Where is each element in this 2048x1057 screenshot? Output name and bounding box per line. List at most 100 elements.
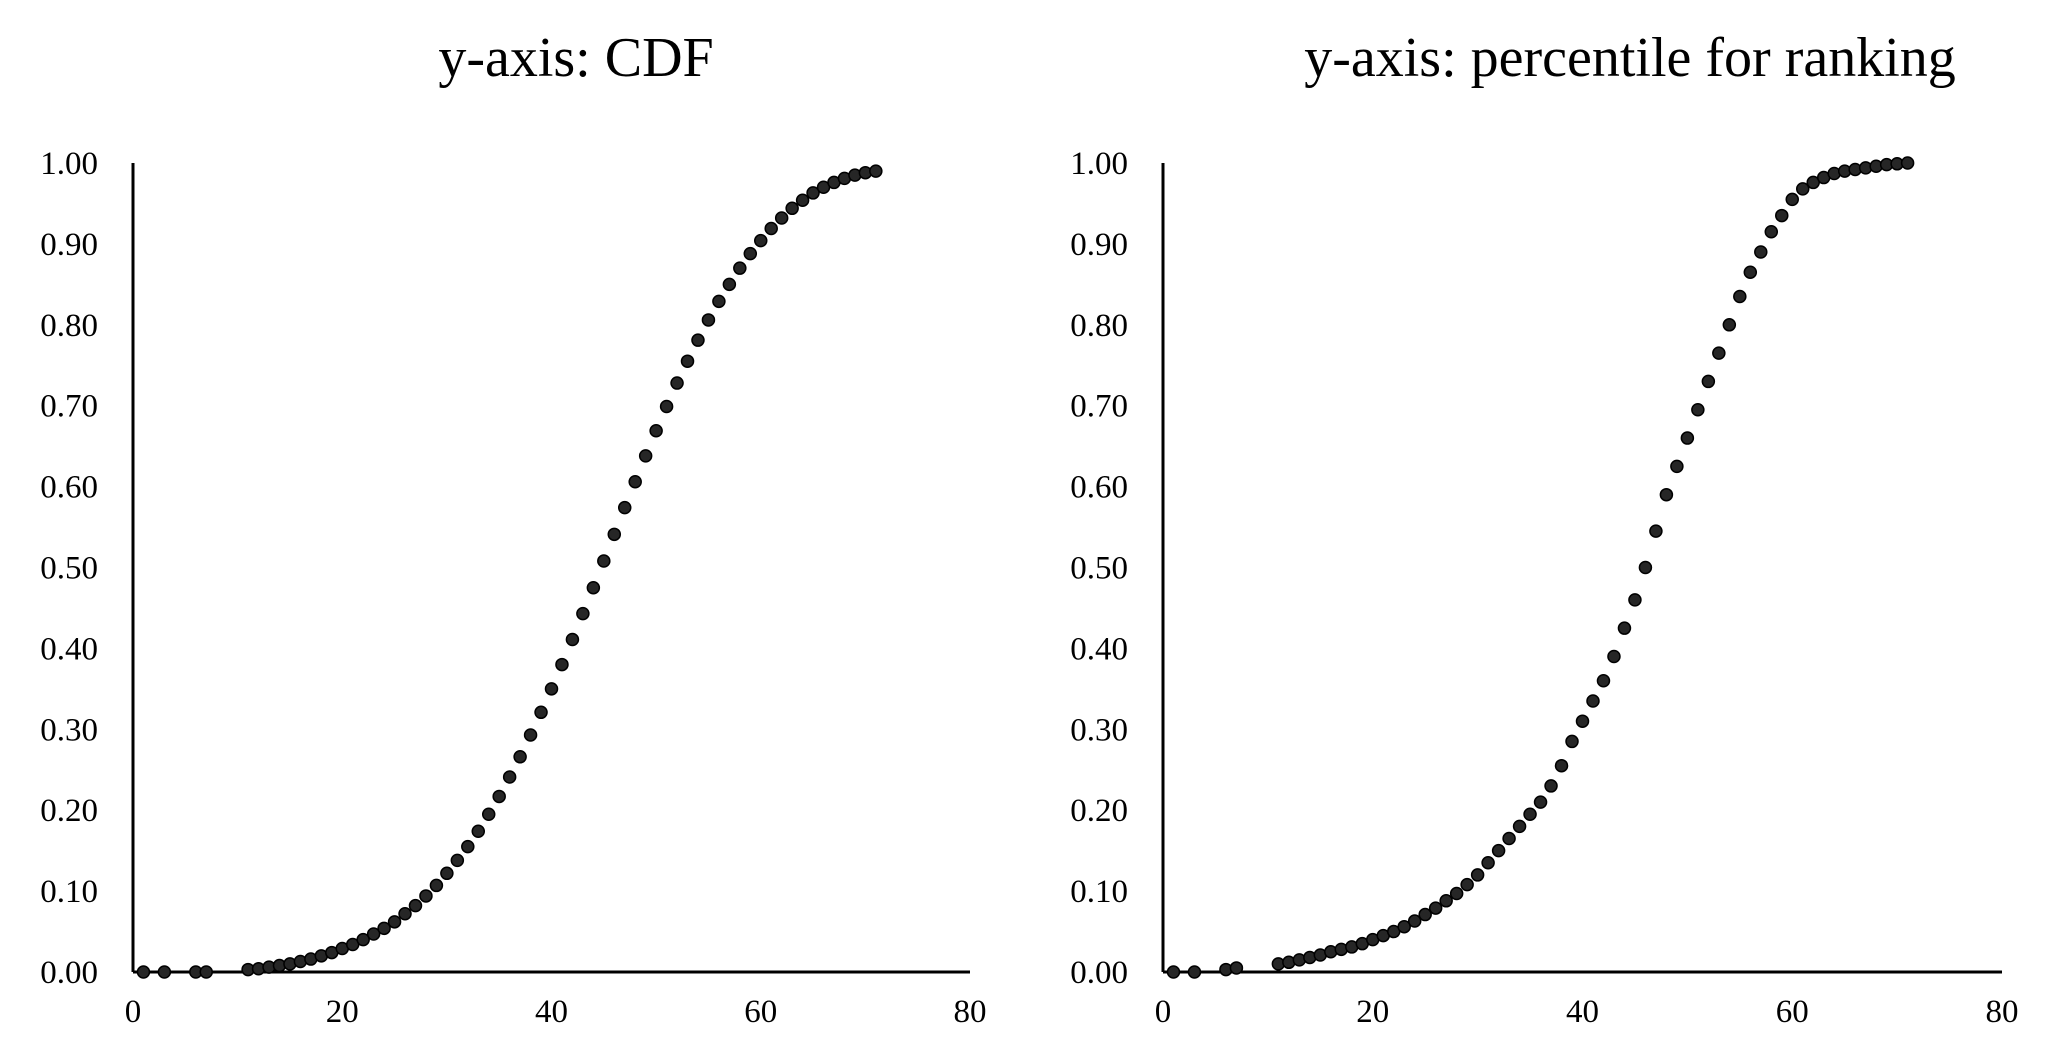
- data-point: [157, 965, 172, 979]
- x-tick-label-cdf: 0: [125, 994, 142, 1030]
- data-point: [680, 354, 695, 368]
- data-point: [806, 186, 820, 200]
- y-tick-label-cdf: 0.90: [40, 227, 98, 263]
- data-point: [481, 807, 496, 821]
- y-tick-label-percentile: 0.10: [1070, 874, 1128, 910]
- data-point: [743, 246, 758, 261]
- y-tick-label-cdf: 1.00: [40, 146, 98, 182]
- data-point: [1785, 192, 1799, 207]
- data-point: [366, 927, 381, 941]
- data-point: [617, 500, 632, 515]
- data-point: [774, 211, 789, 225]
- data-point: [492, 789, 506, 804]
- data-point: [461, 839, 475, 854]
- y-tick-label-percentile: 1.00: [1070, 146, 1128, 182]
- data-point: [1900, 156, 1915, 170]
- data-point: [136, 965, 151, 979]
- data-points-percentile: [1166, 156, 1915, 979]
- data-point: [408, 898, 423, 913]
- data-point: [1670, 459, 1684, 474]
- data-point: [440, 866, 454, 881]
- data-point: [1565, 734, 1579, 749]
- x-tick-label-percentile: 40: [1566, 994, 1599, 1030]
- y-tick-label-percentile: 0.90: [1070, 227, 1128, 263]
- y-tick-labels-percentile: 0.00 0.10 0.20 0.30 0.40 0.50 0.60 0.70 0.80 0.90…: [1070, 146, 1128, 991]
- data-point: [1659, 487, 1674, 502]
- x-tick-label-cdf: 20: [326, 994, 359, 1030]
- data-point: [1397, 919, 1411, 934]
- data-point: [387, 915, 402, 929]
- data-point: [471, 824, 486, 838]
- data-point: [764, 221, 778, 236]
- data-point: [1775, 208, 1789, 223]
- data-point: [638, 449, 653, 463]
- data-point: [722, 277, 737, 292]
- data-point: [1187, 965, 1202, 979]
- data-point: [1712, 346, 1726, 360]
- data-point: [429, 878, 444, 893]
- data-point: [1628, 593, 1642, 607]
- data-point: [691, 333, 705, 347]
- chart-title-cdf: y-axis: CDF: [438, 27, 713, 89]
- data-point: [1701, 374, 1716, 389]
- data-points-cdf: [136, 164, 883, 979]
- y-tick-label-cdf: 0.50: [40, 551, 98, 587]
- data-point: [670, 376, 684, 390]
- x-tick-label-percentile: 80: [1986, 994, 2019, 1030]
- x-tick-labels-percentile: 0 20 40 60 80: [1155, 994, 2019, 1030]
- data-point: [1512, 819, 1527, 834]
- data-point: [1544, 779, 1558, 793]
- y-tick-label-cdf: 0.30: [40, 712, 98, 748]
- y-tick-label-cdf: 0.40: [40, 631, 98, 667]
- data-point: [869, 164, 883, 178]
- data-point: [1533, 795, 1548, 809]
- data-point: [607, 527, 622, 542]
- y-tick-label-percentile: 0.20: [1070, 793, 1128, 829]
- data-point: [1596, 674, 1611, 688]
- data-point: [659, 399, 674, 414]
- data-point: [628, 474, 642, 489]
- data-point: [1680, 431, 1695, 445]
- data-point: [649, 424, 663, 438]
- data-point: [1481, 856, 1495, 870]
- y-tick-label-percentile: 0.60: [1070, 470, 1128, 506]
- data-point: [1523, 807, 1537, 821]
- chart-title-percentile: y-axis: percentile for ranking: [1304, 27, 1956, 89]
- y-tick-label-cdf: 0.20: [40, 793, 98, 829]
- data-point: [398, 907, 412, 921]
- data-point: [576, 606, 590, 621]
- y-tick-label-percentile: 0.30: [1070, 712, 1128, 748]
- data-point: [565, 632, 580, 647]
- data-point: [1166, 965, 1181, 979]
- data-point: [1795, 182, 1810, 196]
- data-point: [1502, 831, 1516, 846]
- data-point: [597, 554, 611, 568]
- data-point: [1764, 225, 1779, 239]
- data-point: [733, 261, 747, 275]
- data-point: [1407, 914, 1422, 928]
- data-point: [1617, 621, 1632, 635]
- data-point: [1743, 265, 1758, 279]
- data-point: [1649, 524, 1663, 538]
- y-tick-labels-cdf: 0.00 0.10 0.20 0.30 0.40 0.50 0.60 0.70 0.80 0.90…: [40, 146, 98, 991]
- data-point: [701, 313, 716, 327]
- x-tick-label-percentile: 60: [1776, 994, 1809, 1030]
- x-tick-label-cdf: 40: [535, 994, 568, 1030]
- data-point: [1439, 894, 1453, 908]
- data-point: [502, 770, 517, 784]
- data-point: [712, 294, 726, 309]
- data-point: [450, 853, 465, 868]
- data-point: [1428, 901, 1443, 915]
- y-tick-label-percentile: 0.40: [1070, 631, 1128, 667]
- x-tick-label-cdf: 80: [954, 994, 987, 1030]
- y-tick-label-percentile: 0.50: [1070, 551, 1128, 587]
- data-point: [1449, 886, 1464, 901]
- data-point: [1638, 560, 1653, 575]
- y-tick-label-cdf: 0.80: [40, 308, 98, 344]
- data-point: [1418, 907, 1432, 922]
- data-point: [1460, 877, 1474, 892]
- y-tick-label-cdf: 0.10: [40, 874, 98, 910]
- data-point: [523, 728, 538, 742]
- data-point: [795, 193, 810, 207]
